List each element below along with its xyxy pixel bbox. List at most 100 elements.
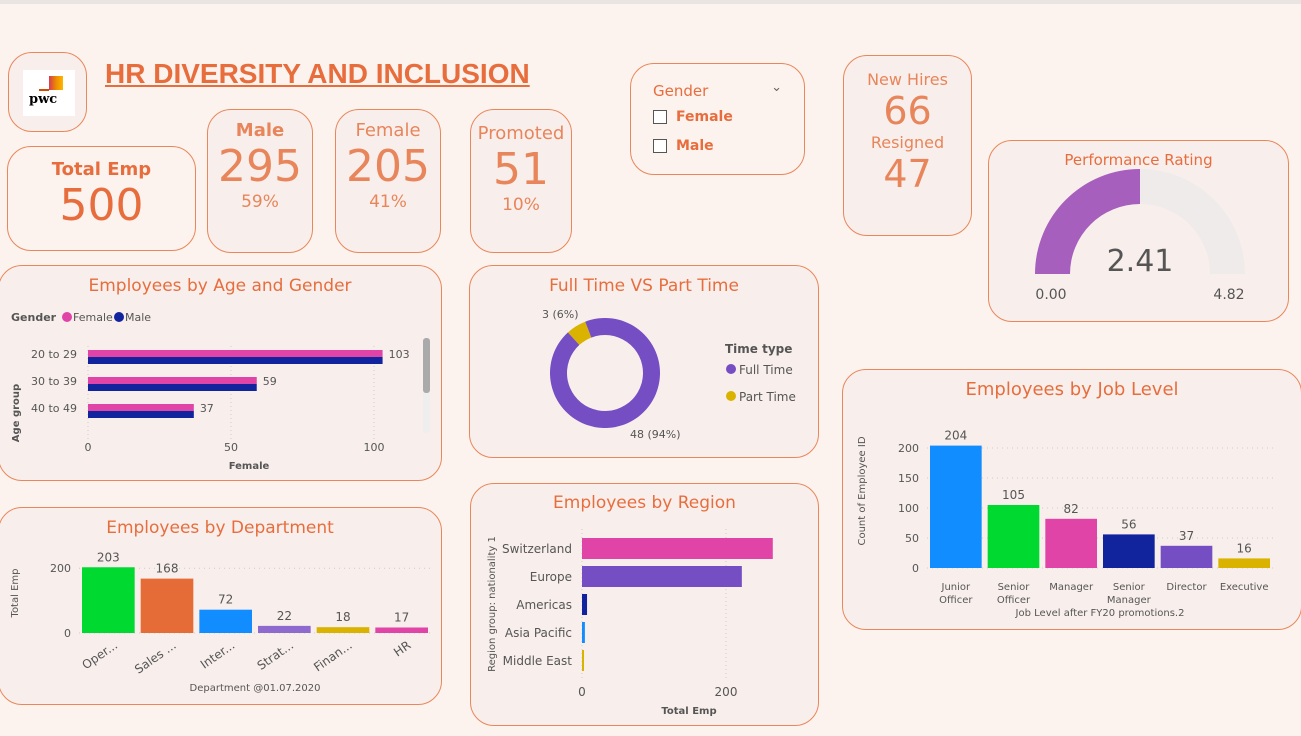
- x-tick-label: 200: [715, 685, 738, 699]
- region-chart: Employees by Region 0 200 Switzerland Europ…: [470, 483, 819, 726]
- bar: [199, 609, 252, 633]
- legend-title: Gender: [11, 311, 57, 324]
- age-gender-svg: Gender Female Male 0 50 100 20 to 29 103 30 to 3…: [11, 311, 430, 472]
- legend-marker: [62, 312, 72, 322]
- x-tick-label: 0: [85, 441, 92, 454]
- x-tick-label: Officer: [939, 595, 973, 606]
- bar: [582, 566, 742, 587]
- y-tick-label: 20 to 29: [31, 348, 77, 361]
- y-tick-label: Americas: [516, 598, 572, 612]
- kpi-male: Male 295 59%: [207, 109, 313, 253]
- x-axis-label: Female: [229, 461, 270, 472]
- x-tick-label: Director: [1166, 582, 1207, 593]
- x-axis-label: Job Level after FY20 promotions.2: [1015, 608, 1185, 619]
- bar: [582, 622, 585, 643]
- y-tick-label: Europe: [530, 570, 572, 584]
- bar: [140, 578, 194, 633]
- x-tick-label: Inter...: [198, 638, 238, 672]
- slicer-option-female[interactable]: Female: [653, 109, 733, 125]
- x-tick-label: 0: [578, 685, 586, 699]
- y-tick-label: 150: [898, 472, 919, 485]
- bar: [987, 505, 1040, 568]
- x-tick-label: Manager: [1107, 595, 1152, 606]
- gauge-fill: [1035, 169, 1140, 274]
- checkbox[interactable]: [653, 139, 667, 153]
- data-label: 16: [1237, 541, 1252, 555]
- x-tick-label: Officer: [997, 595, 1031, 606]
- y-tick-label: Middle East: [503, 654, 573, 668]
- time-type-chart: Full Time VS Part Time 48 (94%) 3 (6%) Tim…: [469, 265, 819, 458]
- y-tick-label: 100: [898, 502, 919, 515]
- page-title: HR DIVERSITY AND INCLUSION: [105, 58, 530, 89]
- y-tick-label: 50: [905, 532, 919, 545]
- bar-female: [88, 350, 383, 357]
- checkbox[interactable]: [653, 110, 667, 124]
- legend-title: Time type: [725, 342, 792, 356]
- department-chart: Employees by Department 0 200 203 Oper... 16…: [0, 507, 442, 705]
- y-axis-label: Age group: [11, 384, 22, 442]
- age-gender-chart: Employees by Age and Gender Gender Female…: [0, 265, 442, 481]
- kpi-female: Female 205 41%: [335, 109, 441, 253]
- bar: [582, 650, 584, 671]
- data-label: 82: [1064, 502, 1079, 516]
- data-label: 105: [1002, 488, 1025, 502]
- legend-label: Full Time: [739, 363, 793, 377]
- department-svg: 0 200 203 Oper... 168 Sales ... 72 Inter... 22 St…: [10, 550, 431, 694]
- data-label: 3 (6%): [542, 308, 579, 321]
- x-axis-label: Department @01.07.2020: [190, 683, 321, 694]
- x-tick-label: Sales ...: [132, 638, 179, 677]
- y-tick-label: 40 to 49: [31, 402, 77, 415]
- bar: [316, 627, 370, 633]
- legend-label: Female: [73, 311, 113, 324]
- bar: [82, 567, 135, 633]
- donut-slice-full-time: [550, 318, 660, 428]
- gender-slicer[interactable]: Gender ⌄ Female Male: [630, 63, 805, 175]
- bar: [1218, 558, 1270, 568]
- bar-male: [88, 384, 257, 391]
- gauge-min: 0.00: [1035, 287, 1066, 303]
- data-label: 56: [1121, 517, 1136, 531]
- job-level-svg: 0 50 100 150 200 204 Junior Officer 105 Senior Off…: [857, 429, 1273, 619]
- x-tick-label: Oper...: [79, 638, 120, 672]
- y-tick-label: Switzerland: [502, 542, 572, 556]
- data-label: 37: [1179, 529, 1194, 543]
- kpi-total-emp: Total Emp 500: [7, 146, 196, 251]
- x-tick-label: HR: [391, 638, 413, 659]
- bar: [1103, 534, 1155, 568]
- x-tick-label: Junior: [941, 582, 972, 593]
- bar: [930, 445, 982, 568]
- x-tick-label: Strat...: [255, 638, 296, 673]
- bar: [1160, 545, 1213, 568]
- x-tick-label: 100: [364, 441, 385, 454]
- x-tick-label: Executive: [1220, 582, 1269, 593]
- logo-card: pwc: [8, 52, 87, 132]
- bar-female: [88, 404, 194, 411]
- x-tick-label: 50: [224, 441, 238, 454]
- scrollbar-thumb[interactable]: [423, 338, 430, 393]
- job-level-chart: Employees by Job Level 0 50 100 150 200 204 Ju…: [842, 369, 1301, 630]
- slicer-option-male[interactable]: Male: [653, 138, 714, 154]
- data-label: 203: [97, 550, 120, 564]
- pwc-logo: pwc: [23, 70, 75, 116]
- gauge-value: 2.41: [1107, 244, 1174, 279]
- x-axis-label: Total Emp: [661, 706, 716, 717]
- gauge-svg: 2.41 0.00 4.82: [1035, 168, 1245, 303]
- bar: [258, 625, 311, 633]
- data-label: 72: [218, 593, 233, 607]
- legend-label: Male: [125, 311, 151, 324]
- y-tick-label: 0: [64, 627, 71, 640]
- y-axis-label: Count of Employee ID: [857, 436, 868, 545]
- data-label: 48 (94%): [630, 428, 681, 441]
- y-tick-label: 200: [898, 442, 919, 455]
- x-tick-label: Senior: [1113, 582, 1146, 593]
- x-tick-label: Senior: [998, 582, 1031, 593]
- bar: [1045, 518, 1097, 568]
- data-label: 103: [389, 348, 410, 361]
- y-axis-label: Region group: nationality 1: [487, 536, 498, 672]
- data-label: 204: [944, 429, 967, 443]
- data-label: 59: [263, 375, 277, 388]
- chevron-down-icon[interactable]: ⌄: [771, 80, 782, 95]
- kpi-promoted: Promoted 51 10%: [470, 109, 572, 253]
- bar-female: [88, 377, 257, 384]
- data-label: 168: [156, 562, 179, 576]
